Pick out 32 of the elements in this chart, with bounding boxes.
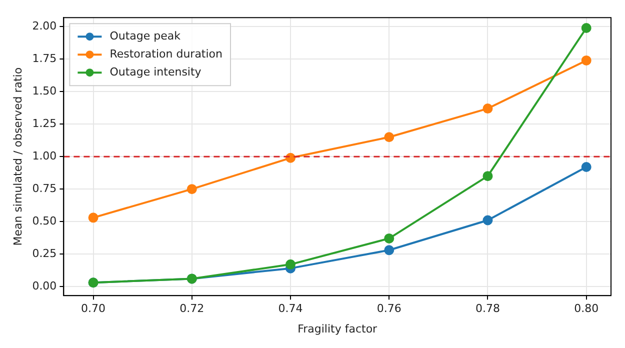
y-tick-label: 2.00 [32,20,57,33]
point [88,212,98,223]
y-tick-label: 1.00 [32,149,57,162]
point [482,215,493,226]
x-axis-title: Fragility factor [298,322,378,336]
y-axis-title: Mean simulated / observed ratio [11,67,24,246]
point [482,104,493,114]
x-tick-label: 0.70 [81,302,106,316]
x-tick-label: 0.78 [475,302,500,316]
y-tick-label: 0.00 [32,279,57,292]
point [581,22,592,33]
point [186,184,197,194]
legend-label: Outage intensity [110,65,202,78]
legend-label: Outage peak [110,29,182,42]
y-tick-label: 0.75 [32,182,57,195]
point [581,162,592,172]
x-tick-label: 0.74 [278,302,303,316]
legend-label: Restoration duration [110,47,223,60]
y-tick-label: 1.25 [32,116,57,130]
point [384,245,394,256]
y-tick-label: 0.25 [32,246,57,260]
x-tick-label: 0.80 [574,302,599,316]
x-tick-label: 0.72 [180,302,204,316]
y-tick-label: 1.50 [32,84,57,98]
point [482,171,493,182]
y-tick-label: 0.50 [32,214,57,228]
point [384,233,394,244]
x-tick-label: 0.76 [376,302,402,316]
point [384,132,394,142]
point [581,55,592,66]
y-tick-label: 1.75 [32,52,57,66]
point [286,259,296,270]
